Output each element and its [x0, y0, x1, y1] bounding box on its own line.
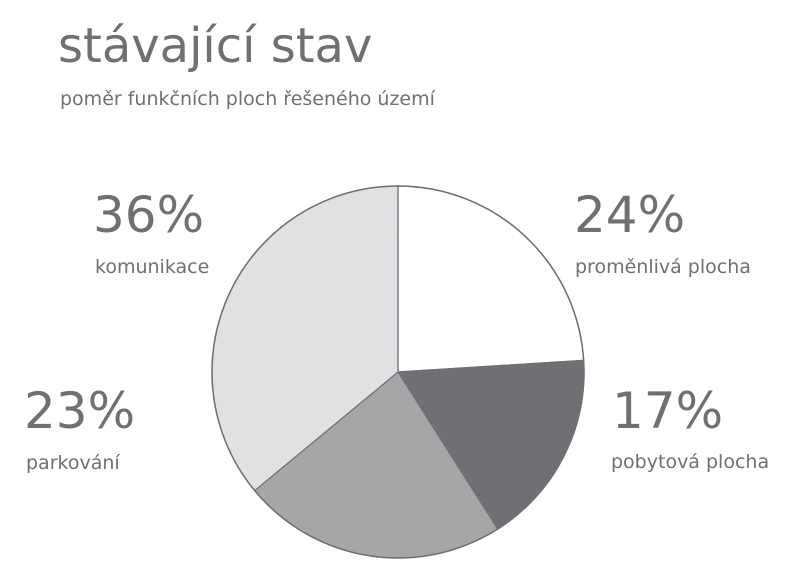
slice-percent-parkovani: 23%	[24, 382, 136, 440]
pie-outline	[211, 185, 585, 559]
chart-title: stávající stav	[58, 18, 373, 74]
chart-subtitle: poměr funkčních ploch řešeného území	[60, 88, 435, 110]
slice-percent-komunikace: 36%	[93, 186, 205, 244]
pie-slice-promenliva	[397, 185, 585, 373]
slice-percent-pobytova: 17%	[612, 382, 724, 440]
slice-label-parkovani: parkování	[26, 452, 120, 474]
slice-label-komunikace: komunikace	[95, 256, 210, 278]
slice-label-pobytova: pobytová plocha	[611, 451, 770, 473]
slice-percent-promenliva: 24%	[574, 186, 686, 244]
slice-label-promenliva: proměnlivá plocha	[575, 256, 751, 278]
pie-slices	[211, 185, 585, 559]
